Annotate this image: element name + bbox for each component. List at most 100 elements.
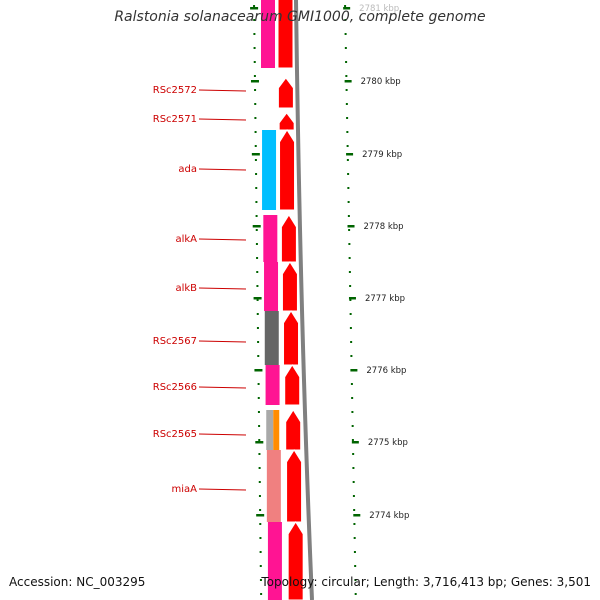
minor-tick xyxy=(257,355,260,357)
label-leader xyxy=(198,118,247,121)
scale-label: 2778 kbp xyxy=(364,222,404,232)
cog-block xyxy=(264,311,279,365)
cog-block xyxy=(261,0,275,68)
gene-label: RSc2567 xyxy=(153,336,197,347)
minor-tick xyxy=(348,257,351,259)
minor-tick xyxy=(346,159,349,161)
label-leader xyxy=(198,433,247,436)
major-tick xyxy=(250,7,259,10)
minor-tick xyxy=(258,495,261,497)
major-tick xyxy=(253,297,262,300)
gene-label: ada xyxy=(178,164,197,175)
scale-label: 2781 kbp xyxy=(359,4,399,14)
minor-tick xyxy=(348,243,351,245)
minor-tick xyxy=(259,509,262,511)
minor-tick xyxy=(253,19,256,21)
minor-tick xyxy=(352,467,355,469)
minor-tick xyxy=(254,145,257,147)
label-leader xyxy=(198,238,247,241)
orf-arrow xyxy=(287,521,304,600)
scale-labels: 2781 kbp 2780 kbp 2779 kbp 2778 kbp 2777 kbp… xyxy=(250,4,409,521)
minor-tick xyxy=(345,89,348,91)
minor-tick xyxy=(255,243,258,245)
minor-tick xyxy=(253,47,256,49)
scale-label: 2777 kbp xyxy=(365,294,405,304)
minor-tick xyxy=(256,313,259,315)
minor-tick xyxy=(259,523,262,525)
minor-tick xyxy=(352,495,355,497)
cog-block xyxy=(266,410,274,450)
minor-tick xyxy=(352,453,355,455)
scale-label: 2774 kbp xyxy=(369,511,409,521)
major-tick xyxy=(343,7,351,10)
cog-block xyxy=(273,410,280,450)
minor-tick xyxy=(254,131,257,133)
minor-tick xyxy=(256,257,259,259)
label-leader xyxy=(198,386,247,389)
minor-tick xyxy=(255,215,258,217)
minor-tick xyxy=(259,565,262,567)
minor-tick xyxy=(346,145,349,147)
minor-tick xyxy=(344,19,347,21)
minor-tick xyxy=(258,481,261,483)
minor-tick xyxy=(259,579,262,581)
minor-tick xyxy=(349,299,352,301)
gene-label: miaA xyxy=(172,484,198,495)
label-leader xyxy=(198,89,247,92)
major-tick xyxy=(256,514,265,517)
orf-arrow xyxy=(279,129,296,211)
minor-tick xyxy=(354,579,357,581)
major-tick xyxy=(347,225,355,228)
minor-tick xyxy=(344,33,347,35)
gene-label: RSc2566 xyxy=(153,382,197,393)
minor-tick xyxy=(253,61,256,63)
minor-tick xyxy=(254,103,257,105)
minor-tick xyxy=(256,299,259,301)
gene-label: RSc2571 xyxy=(153,114,197,125)
minor-tick xyxy=(257,383,260,385)
major-tick xyxy=(255,441,264,444)
minor-tick xyxy=(259,551,262,553)
minor-tick xyxy=(259,537,262,539)
genome-backbone xyxy=(294,0,314,600)
minor-tick xyxy=(353,523,356,525)
minor-tick xyxy=(254,89,257,91)
major-tick xyxy=(250,80,259,83)
label-leader xyxy=(198,168,247,171)
minor-tick xyxy=(354,593,357,595)
minor-tick xyxy=(253,5,256,7)
major-tick xyxy=(346,153,354,156)
orf-arrow xyxy=(277,77,294,109)
orf-arrow xyxy=(280,214,297,263)
minor-tick xyxy=(351,411,354,413)
backbone-line xyxy=(294,0,314,600)
major-tick xyxy=(351,441,359,444)
minor-tick xyxy=(350,355,353,357)
minor-tick xyxy=(350,383,353,385)
minor-tick xyxy=(257,411,260,413)
scale-label: 2776 kbp xyxy=(366,366,406,376)
minor-tick xyxy=(350,341,353,343)
cog-block xyxy=(266,450,281,522)
orf-arrow xyxy=(286,449,303,523)
minor-tick xyxy=(256,285,259,287)
minor-tick xyxy=(255,187,258,189)
map-title: Ralstonia solanacearum GMI1000, complete… xyxy=(114,9,486,25)
minor-tick xyxy=(254,117,257,119)
label-leader xyxy=(198,287,247,290)
label-leader xyxy=(198,488,247,491)
accession-label: Accession: NC_003295 xyxy=(9,575,146,589)
minor-tick xyxy=(345,103,348,105)
scale-label: 2780 kbp xyxy=(361,77,401,87)
minor-tick xyxy=(347,173,350,175)
minor-tick xyxy=(257,397,260,399)
minor-tick xyxy=(353,537,356,539)
minor-tick xyxy=(347,187,350,189)
minor-tick xyxy=(258,439,261,441)
minor-tick xyxy=(349,327,352,329)
minor-tick xyxy=(258,467,261,469)
cog-block xyxy=(264,262,279,311)
orf-arrow xyxy=(277,0,294,69)
minor-tick xyxy=(255,229,258,231)
